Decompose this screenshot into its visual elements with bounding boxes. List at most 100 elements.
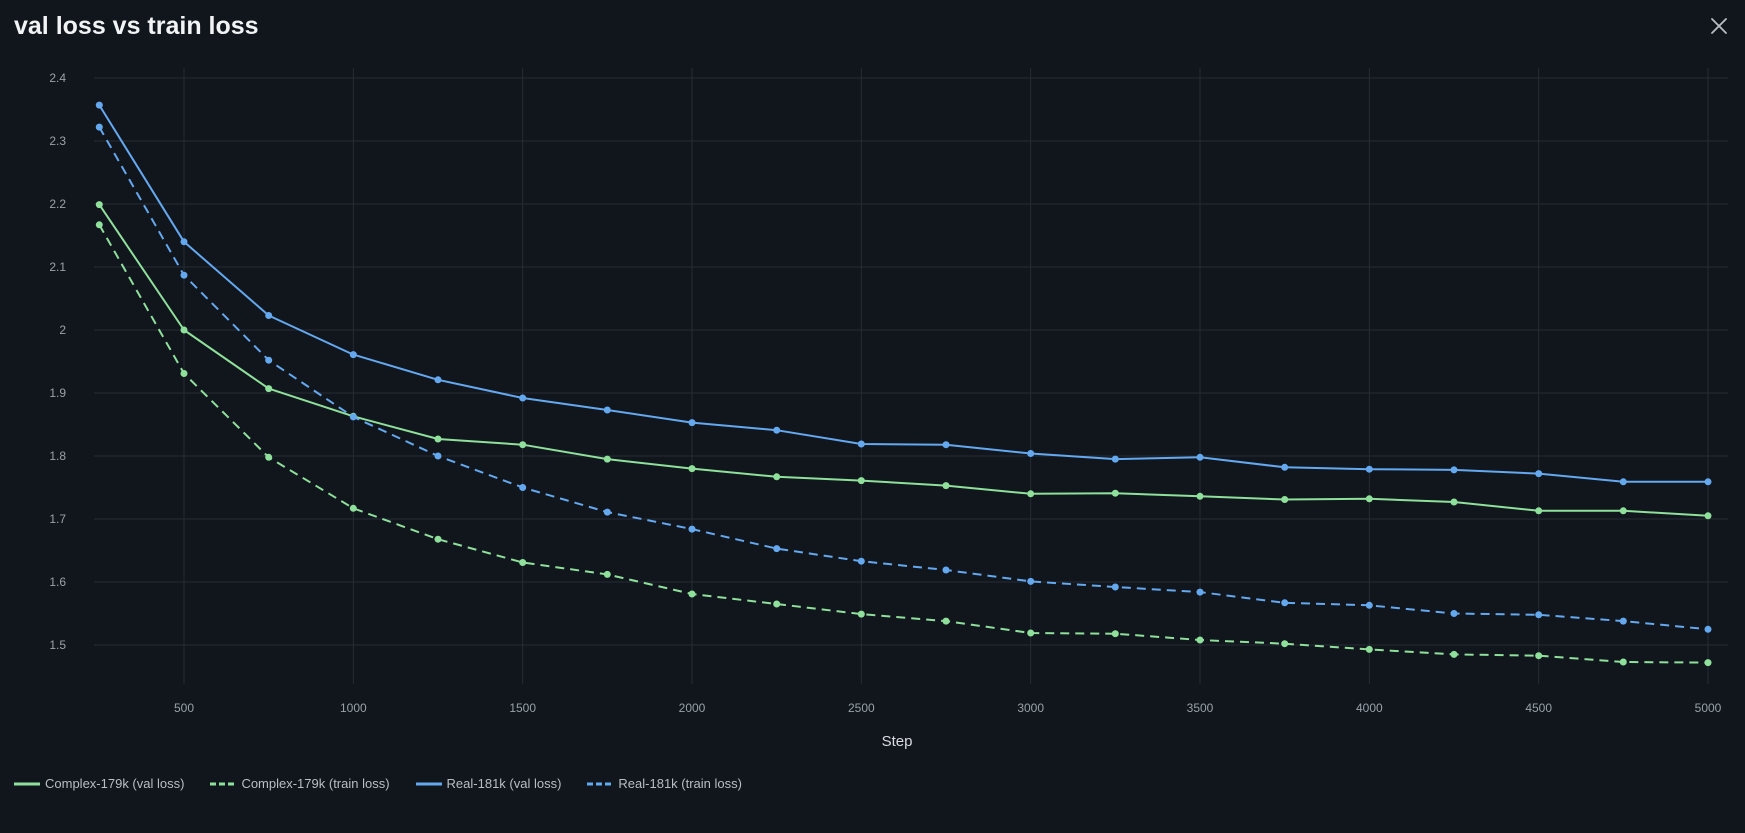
legend-item-real-val[interactable]: Real-181k (val loss) — [415, 776, 562, 791]
series-1 — [95, 221, 1712, 667]
data-point — [180, 238, 188, 246]
data-point — [603, 508, 611, 516]
y-tick-label: 1.6 — [49, 575, 66, 589]
series-line — [98, 204, 1709, 517]
x-tick-label: 5000 — [1695, 701, 1722, 715]
data-point — [942, 566, 950, 574]
y-tick-label: 2.2 — [49, 197, 66, 211]
data-point — [265, 356, 273, 364]
data-point — [349, 351, 357, 359]
y-tick-label: 1.5 — [49, 638, 66, 652]
x-axis-label: Step — [882, 733, 913, 750]
y-tick-label: 1.9 — [49, 386, 66, 400]
x-tick-label: 3500 — [1187, 701, 1214, 715]
data-point — [1196, 636, 1204, 644]
data-point — [95, 123, 103, 131]
data-point — [519, 394, 527, 402]
data-point — [1196, 588, 1204, 596]
data-point — [180, 326, 188, 334]
data-point — [1281, 496, 1289, 503]
data-point — [1281, 640, 1289, 648]
header: val loss vs train loss — [14, 8, 1731, 44]
data-point — [857, 477, 865, 485]
data-point — [1196, 492, 1204, 500]
legend-swatch-dashed-blue — [587, 782, 614, 785]
data-point — [1111, 583, 1119, 591]
data-point — [1535, 507, 1543, 515]
data-point — [1535, 470, 1543, 478]
x-tick-label: 2500 — [848, 701, 875, 715]
data-point — [603, 406, 611, 414]
data-point — [1111, 489, 1119, 497]
data-point — [180, 370, 188, 377]
data-point — [1111, 455, 1119, 463]
data-point — [1704, 478, 1712, 486]
data-point — [349, 504, 357, 512]
data-point — [1450, 466, 1458, 474]
data-point — [519, 559, 527, 566]
data-point — [1619, 617, 1627, 625]
legend-item-complex-val[interactable]: Complex-179k (val loss) — [14, 776, 184, 791]
legend-item-real-train[interactable]: Real-181k (train loss) — [587, 776, 742, 791]
data-point — [1704, 625, 1712, 633]
data-point — [1704, 659, 1712, 667]
data-point — [349, 413, 357, 421]
data-point — [857, 557, 865, 565]
x-tick-label: 1500 — [509, 701, 536, 715]
y-tick-label: 2 — [59, 323, 66, 337]
series-line — [98, 126, 1709, 631]
data-point — [1450, 650, 1458, 658]
y-tick-label: 1.8 — [49, 449, 66, 463]
legend-item-complex-train[interactable]: Complex-179k (train loss) — [210, 776, 390, 791]
data-point — [773, 600, 781, 608]
data-point — [434, 435, 442, 443]
legend-label: Complex-179k (val loss) — [45, 776, 185, 791]
data-point — [180, 271, 188, 279]
data-point — [1281, 463, 1289, 471]
data-point — [434, 376, 442, 384]
legend-label: Real-181k (val loss) — [446, 776, 562, 791]
y-tick-label: 2.1 — [49, 260, 66, 274]
data-point — [603, 570, 611, 578]
data-point — [434, 535, 442, 543]
data-point — [519, 484, 527, 491]
series-3 — [95, 123, 1712, 633]
series-2 — [95, 101, 1712, 486]
chart-legend: Complex-179k (val loss) Complex-179k (tr… — [14, 776, 742, 791]
data-point — [1450, 498, 1458, 506]
data-point — [519, 441, 527, 449]
data-point — [857, 440, 865, 448]
data-point — [95, 101, 103, 109]
data-point — [1365, 495, 1373, 503]
data-point — [1619, 658, 1627, 666]
data-point — [688, 419, 696, 427]
data-point — [1535, 611, 1543, 619]
data-point — [1535, 652, 1543, 660]
legend-swatch-solid-blue — [415, 782, 442, 785]
x-tick-label: 1000 — [340, 701, 367, 715]
data-point — [1365, 465, 1373, 473]
data-point — [942, 441, 950, 449]
data-point — [773, 545, 781, 553]
y-tick-label: 1.7 — [49, 512, 66, 526]
grid-lines — [94, 68, 1728, 684]
data-point — [942, 617, 950, 625]
y-tick-label: 2.4 — [49, 71, 66, 85]
data-point — [1027, 490, 1035, 498]
data-point — [1111, 630, 1119, 638]
data-point — [857, 610, 865, 618]
chart-title: val loss vs train loss — [14, 12, 259, 40]
series-line — [98, 104, 1708, 483]
close-button[interactable] — [1707, 14, 1731, 38]
legend-label: Real-181k (train loss) — [618, 776, 742, 791]
x-tick-label: 4500 — [1525, 701, 1552, 715]
x-tick-label: 500 — [174, 701, 194, 715]
data-point — [1619, 507, 1627, 515]
series-0 — [95, 201, 1712, 520]
x-tick-label: 2000 — [679, 701, 706, 715]
data-point — [1365, 645, 1373, 653]
data-point — [688, 465, 696, 473]
series-lines — [95, 101, 1712, 667]
